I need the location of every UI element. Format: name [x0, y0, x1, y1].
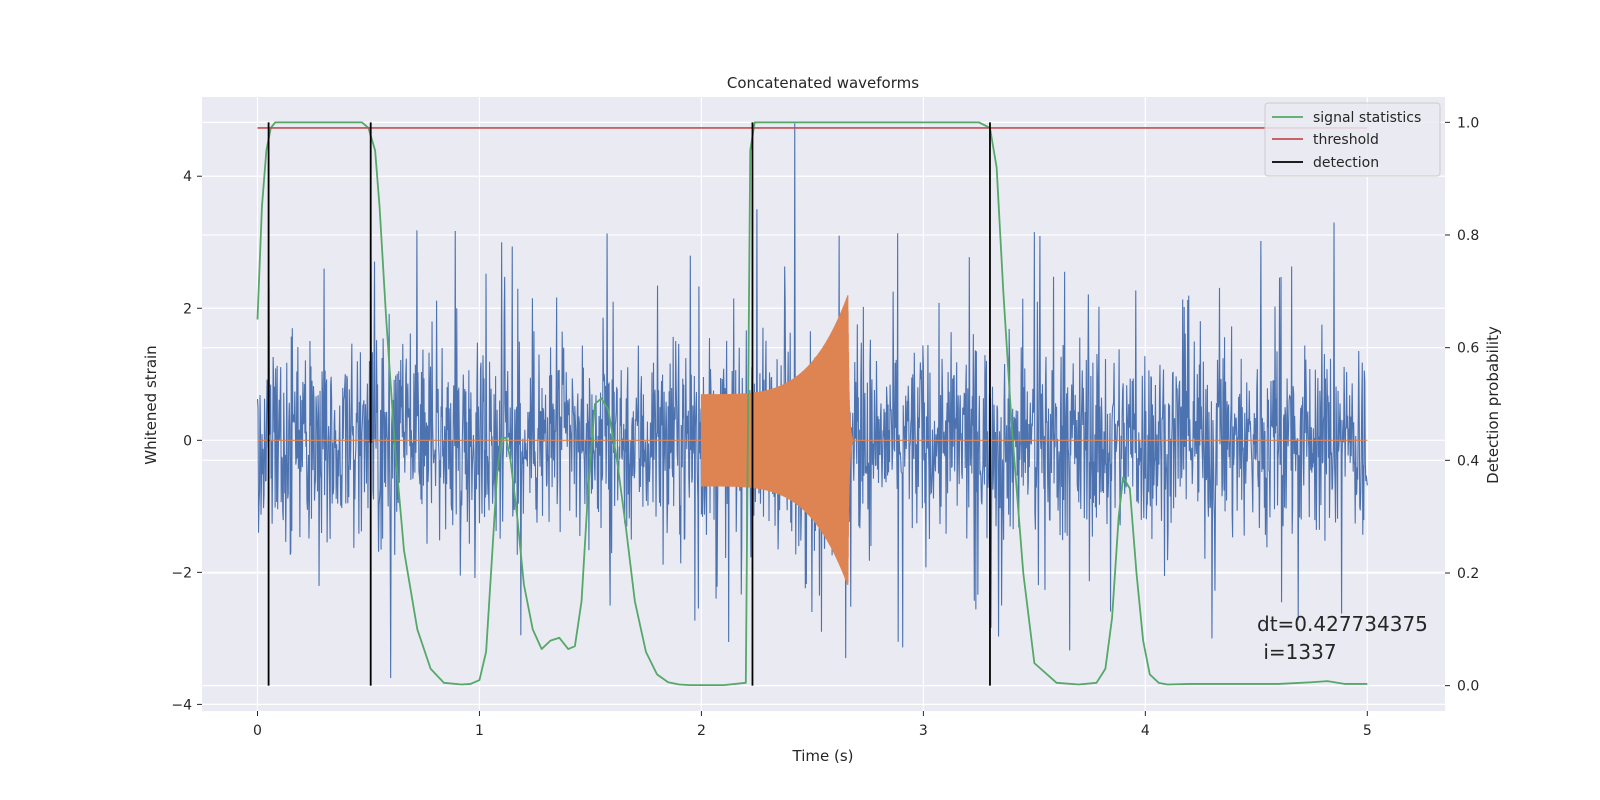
y-tick-label-0: −4 — [171, 697, 192, 713]
annotation-dt: dt=0.427734375 — [1257, 612, 1428, 636]
y2-tick-label-2: 0.4 — [1457, 453, 1479, 469]
annotation-i: i=1337 — [1257, 640, 1337, 664]
y2-tick-label-5: 1.0 — [1457, 115, 1479, 131]
y-tick-label-3: 2 — [183, 301, 192, 317]
x-tick-label-2: 2 — [697, 723, 706, 739]
x-axis: 0 1 2 3 4 5 — [253, 711, 1372, 739]
legend-label-threshold: threshold — [1313, 132, 1379, 148]
y-tick-label-1: −2 — [171, 565, 192, 581]
x-tick-label-3: 3 — [919, 723, 928, 739]
y2-tick-label-3: 0.6 — [1457, 341, 1479, 357]
x-tick-label-5: 5 — [1363, 723, 1372, 739]
x-tick-label-0: 0 — [253, 723, 262, 739]
legend-box — [1264, 102, 1441, 177]
chart-title: Concatenated waveforms — [727, 74, 919, 92]
signal-statistics-line — [256, 121, 1368, 686]
detection-series — [267, 122, 991, 686]
y-axis-label: Whitened strain — [142, 345, 160, 464]
y-axis-left: −4 −2 0 2 4 — [171, 169, 202, 713]
x-tick-label-1: 1 — [475, 723, 484, 739]
y-tick-label-4: 4 — [183, 169, 192, 185]
legend: signal statistics threshold detection — [1264, 102, 1441, 177]
y2-tick-label-4: 0.8 — [1457, 228, 1479, 244]
injection-series — [257, 295, 1368, 586]
legend-label-signal-statistics: signal statistics — [1313, 110, 1421, 126]
x-tick-label-4: 4 — [1141, 723, 1150, 739]
signal-statistics-series — [256, 121, 1368, 686]
injection-line — [257, 295, 1368, 586]
y-tick-label-2: 0 — [183, 433, 192, 449]
y2-axis-label: Detection probability — [1484, 326, 1502, 484]
y2-tick-label-1: 0.2 — [1457, 566, 1479, 582]
y-axis-right: 0.0 0.2 0.4 0.6 0.8 1.0 — [1445, 115, 1479, 695]
legend-label-detection: detection — [1313, 155, 1379, 171]
x-axis-label: Time (s) — [792, 747, 854, 765]
y2-tick-label-0: 0.0 — [1457, 679, 1479, 695]
